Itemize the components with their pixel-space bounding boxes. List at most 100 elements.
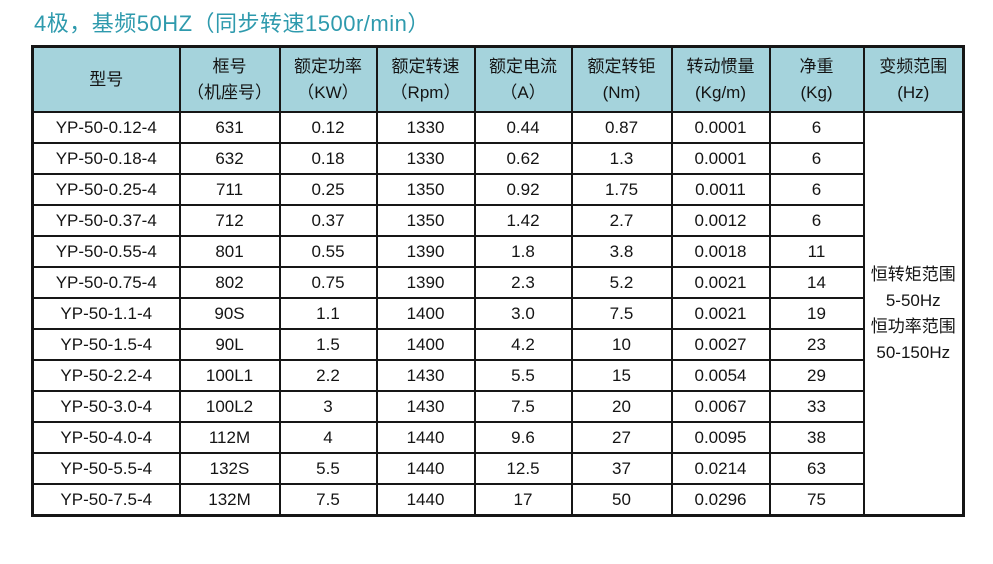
col-header-rated-current: 额定电流 （A）	[473, 45, 573, 113]
freq-range-cell: 恒转矩范围 5-50Hz 恒功率范围 50-150Hz	[862, 111, 965, 517]
table-row: YP-50-0.37-4 712 0.37 1350 1.42 2.7 0.00…	[31, 204, 964, 237]
table-cell: 1350	[375, 173, 476, 206]
table-cell: 1.3	[570, 142, 673, 175]
header-label: 框号	[212, 56, 247, 76]
table-cell: 63	[768, 452, 865, 485]
table-cell: 0.0011	[670, 173, 771, 206]
table-cell: 1.5	[278, 328, 378, 361]
table-cell: 631	[178, 111, 281, 144]
table-cell: 23	[768, 328, 865, 361]
table-cell: 3	[278, 390, 378, 423]
table-cell: YP-50-0.25-4	[31, 173, 181, 206]
table-cell: 5.5	[278, 452, 378, 485]
table-row: YP-50-0.55-4 801 0.55 1390 1.8 3.8 0.001…	[31, 235, 964, 268]
motor-spec-table: 型号 框号 （机座号） 额定功率 （KW） 额定转速 （Rpm） 额定电流 （A…	[31, 45, 965, 517]
table-row: YP-50-3.0-4 100L2 3 1430 7.5 20 0.0067 3…	[31, 390, 964, 423]
header-row: 型号 框号 （机座号） 额定功率 （KW） 额定转速 （Rpm） 额定电流 （A…	[31, 45, 965, 113]
table-row: YP-50-1.5-4 90L 1.5 1400 4.2 10 0.0027 2…	[31, 328, 964, 361]
table-cell: 0.0054	[670, 359, 771, 392]
table-cell: 801	[178, 235, 281, 268]
header-unit: （机座号）	[187, 82, 272, 102]
table-row: YP-50-0.18-4 632 0.18 1330 0.62 1.3 0.00…	[31, 142, 964, 175]
table-cell: 90L	[178, 328, 281, 361]
header-label: 额定转速	[391, 56, 460, 76]
table-cell: 0.25	[278, 173, 378, 206]
table-cell: 132S	[178, 452, 281, 485]
table-cell: YP-50-0.12-4	[31, 111, 181, 144]
header-unit: (Kg/m)	[695, 82, 746, 102]
table-row: YP-50-0.75-4 802 0.75 1390 2.3 5.2 0.002…	[31, 266, 964, 299]
table-cell: YP-50-1.5-4	[31, 328, 181, 361]
table-row: YP-50-4.0-4 112M 4 1440 9.6 27 0.0095 38	[31, 421, 964, 454]
table-cell: 9.6	[473, 421, 573, 454]
table-cell: 27	[570, 421, 673, 454]
table-cell: 0.0001	[670, 111, 771, 144]
col-header-rated-speed: 额定转速 （Rpm）	[375, 45, 476, 113]
table-cell: 6	[768, 204, 865, 237]
freq-range-line: 恒转矩范围	[870, 264, 956, 284]
page-title: 4极，基频50HZ（同步转速1500r/min）	[34, 11, 430, 36]
table-cell: 6	[768, 142, 865, 175]
header-unit: (Kg)	[800, 82, 833, 102]
table-cell: 0.44	[473, 111, 573, 144]
table-cell: 1390	[375, 235, 476, 268]
table-cell: 17	[473, 483, 573, 517]
table-cell: 0.0027	[670, 328, 771, 361]
table-cell: 4	[278, 421, 378, 454]
table-cell: YP-50-2.2-4	[31, 359, 181, 392]
table-cell: 112M	[178, 421, 281, 454]
table-cell: 0.0021	[670, 297, 771, 330]
table-cell: 50	[570, 483, 673, 517]
table-cell: 2.7	[570, 204, 673, 237]
table-cell: YP-50-0.37-4	[31, 204, 181, 237]
table-cell: 7.5	[278, 483, 378, 517]
table-cell: 5.5	[473, 359, 573, 392]
table-cell: 632	[178, 142, 281, 175]
table-cell: YP-50-7.5-4	[31, 483, 181, 517]
table-cell: 75	[768, 483, 865, 517]
table-cell: 19	[768, 297, 865, 330]
table-cell: YP-50-0.55-4	[31, 235, 181, 268]
table-cell: 0.0296	[670, 483, 771, 517]
table-cell: 14	[768, 266, 865, 299]
col-header-model: 型号	[31, 45, 181, 113]
table-cell: 0.37	[278, 204, 378, 237]
header-unit: （A）	[500, 82, 546, 102]
table-cell: YP-50-5.5-4	[31, 452, 181, 485]
table-cell: YP-50-1.1-4	[31, 297, 181, 330]
table-cell: 1430	[375, 390, 476, 423]
table-cell: 90S	[178, 297, 281, 330]
header-label: 转动惯量	[686, 56, 755, 76]
table-header: 型号 框号 （机座号） 额定功率 （KW） 额定转速 （Rpm） 额定电流 （A…	[31, 45, 965, 113]
header-unit: （Rpm）	[390, 82, 461, 102]
table-cell: 0.0214	[670, 452, 771, 485]
table-cell: 1440	[375, 452, 476, 485]
table-cell: 38	[768, 421, 865, 454]
table-cell: 0.75	[278, 266, 378, 299]
header-unit: (Nm)	[602, 82, 641, 102]
table-cell: 33	[768, 390, 865, 423]
col-header-rated-power: 额定功率 （KW）	[278, 45, 378, 113]
table-cell: 29	[768, 359, 865, 392]
table-cell: 0.18	[278, 142, 378, 175]
col-header-net-weight: 净重 (Kg)	[768, 45, 865, 113]
header-label: 型号	[89, 69, 124, 89]
header-label: 额定功率	[294, 56, 362, 76]
table-cell: 0.0018	[670, 235, 771, 268]
table-cell: 5.2	[570, 266, 673, 299]
col-header-frame: 框号 （机座号）	[178, 45, 281, 113]
table-cell: 1.8	[473, 235, 573, 268]
table-cell: 1.75	[570, 173, 673, 206]
table-cell: 0.0012	[670, 204, 771, 237]
table-cell: 6	[768, 173, 865, 206]
header-label: 净重	[799, 56, 834, 76]
table-cell: YP-50-0.18-4	[31, 142, 181, 175]
table-cell: 0.0021	[670, 266, 771, 299]
header-unit: (Hz)	[897, 82, 930, 102]
table-cell: 10	[570, 328, 673, 361]
col-header-inertia: 转动惯量 (Kg/m)	[670, 45, 771, 113]
table-cell: 1400	[375, 297, 476, 330]
table-cell: 0.62	[473, 142, 573, 175]
table-cell: 0.0095	[670, 421, 771, 454]
